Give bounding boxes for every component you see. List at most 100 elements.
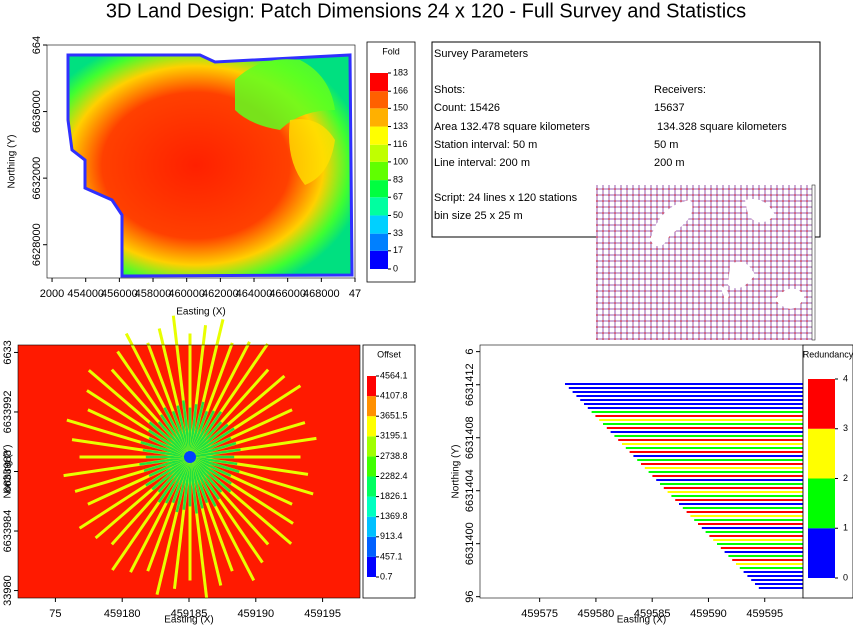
colorbar-tick-label: 166	[393, 86, 408, 96]
colorbar-segment	[367, 436, 376, 457]
colorbar-tick-label: 116	[393, 139, 407, 149]
x-tick-label: 2000	[40, 288, 64, 300]
colorbar-tick-label: 50	[393, 210, 403, 220]
colorbar-segment	[370, 180, 388, 198]
colorbar-tick-label: 4	[843, 373, 848, 383]
y-tick-label: 6633988	[2, 450, 14, 493]
x-tick-label: 459180	[104, 608, 141, 620]
colorbar-segment	[370, 197, 388, 216]
colorbar-segment	[367, 416, 376, 437]
fold-map	[66, 53, 354, 278]
x-tick-label: 462000	[202, 288, 239, 300]
colorbar-segment	[370, 91, 388, 109]
colorbar-segment	[367, 556, 376, 577]
layout-overlay	[596, 184, 816, 341]
spoke-center	[184, 451, 196, 463]
colorbar-tick-label: 1369.8	[380, 511, 408, 521]
receivers-header: Receivers:	[654, 84, 706, 96]
colorbar-segment	[370, 215, 388, 234]
y-tick-label: 6631408	[464, 416, 476, 459]
colorbar-segment	[367, 496, 376, 517]
colorbar-title: Fold	[382, 46, 400, 56]
colorbar-tick-label: 3651.5	[380, 411, 408, 421]
redundancy-lines	[565, 383, 803, 589]
colorbar-segment	[370, 250, 388, 269]
colorbar-segment	[370, 161, 388, 181]
colorbar-tick-label: 3195.1	[380, 431, 408, 441]
x-tick-label: 458000	[135, 288, 172, 300]
x-tick-label: 459195	[304, 608, 341, 620]
x-tick-label: 459595	[746, 608, 783, 620]
script-line: bin size 25 x 25 m	[434, 210, 523, 222]
x-axis-label: Easting (X)	[176, 307, 225, 318]
script-line: Script: 24 lines x 120 stations	[434, 192, 578, 204]
y-tick-label: 664	[31, 36, 43, 54]
colorbar-segment	[367, 396, 376, 417]
y-tick-label: 6	[464, 349, 476, 355]
colorbar-tick-label: 2	[843, 473, 848, 483]
shots-area: Area 132.478 square kilometers	[434, 121, 590, 133]
colorbar-tick-label: 3	[843, 423, 848, 433]
colorbar-segment	[367, 536, 376, 557]
colorbar-segment	[367, 516, 376, 537]
colorbar-segment	[370, 126, 388, 145]
receivers-area: 134.328 square kilometers	[654, 121, 787, 133]
x-tick-label: 75	[49, 608, 61, 620]
colorbar-tick-label: 0	[843, 572, 848, 582]
x-tick-label: 459585	[634, 608, 671, 620]
x-tick-label: 459580	[578, 608, 615, 620]
y-tick-label: 6632000	[31, 157, 43, 200]
receivers-count: 15637	[654, 102, 685, 114]
y-tick-label: 6633	[2, 340, 14, 364]
y-tick-label: 6636000	[31, 90, 43, 133]
x-tick-label: 464000	[236, 288, 273, 300]
x-tick-label: 468000	[303, 288, 340, 300]
colorbar-segment	[808, 478, 835, 529]
plot-frame	[46, 44, 356, 279]
colorbar-segment	[367, 376, 376, 397]
x-tick-label: 459575	[521, 608, 558, 620]
receivers-station: 50 m	[654, 139, 678, 151]
x-tick-label: 454000	[67, 288, 104, 300]
colorbar-segment	[370, 108, 388, 127]
y-tick-label: 6631412	[464, 363, 476, 406]
x-tick-label: 466000	[269, 288, 306, 300]
offset-spokes	[63, 315, 317, 599]
y-tick-label: 6633984	[2, 510, 14, 553]
shots-line: Line interval: 200 m	[434, 157, 530, 169]
colorbar-tick-label: 4107.8	[380, 390, 408, 400]
colorbar-tick-label: 17	[393, 245, 403, 255]
x-tick-label: 460000	[168, 288, 205, 300]
x-tick-label: 459190	[237, 608, 274, 620]
x-tick-label: 459185	[171, 608, 208, 620]
colorbar-tick-label: 913.4	[380, 531, 403, 541]
colorbar-segment	[367, 456, 376, 477]
colorbar-segment	[367, 476, 376, 497]
y-tick-label: 6628000	[31, 223, 43, 266]
colorbar-tick-label: 150	[393, 103, 408, 113]
colorbar-tick-label: 4564.1	[380, 370, 408, 380]
colorbar-title: Offset	[377, 349, 401, 359]
y-tick-label: 96	[464, 591, 476, 603]
x-tick-label: 459590	[690, 608, 727, 620]
colorbar-tick-label: 0	[393, 263, 398, 273]
colorbar-tick-label: 83	[393, 174, 403, 184]
y-tick-label: 6631404	[464, 469, 476, 512]
page-title: 3D Land Design: Patch Dimensions 24 x 12…	[106, 0, 746, 22]
colorbar-tick-label: 183	[393, 67, 408, 77]
y-tick-label: 6631400	[464, 522, 476, 565]
colorbar-tick-label: 1826.1	[380, 491, 408, 501]
colorbar-segment	[808, 428, 835, 479]
receivers-line: 200 m	[654, 157, 685, 169]
x-tick-label: 47	[349, 288, 361, 300]
colorbar-segment	[370, 233, 388, 251]
colorbar-tick-label: 2282.4	[380, 471, 408, 481]
x-axis-label: Easting (X)	[617, 615, 666, 626]
colorbar-tick-label: 457.1	[380, 551, 403, 561]
y-tick-label: 33980	[2, 575, 14, 606]
colorbar-tick-label: 133	[393, 121, 408, 131]
x-axis-label: Easting (X)	[164, 615, 213, 626]
survey-title: Survey Parameters	[434, 48, 529, 60]
y-axis-label: Northing (Y)	[3, 445, 14, 499]
